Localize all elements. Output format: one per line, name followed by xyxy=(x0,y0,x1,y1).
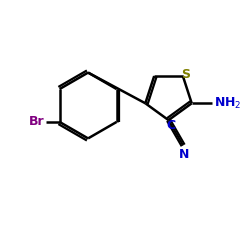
Text: N: N xyxy=(179,148,190,162)
Text: Br: Br xyxy=(29,116,45,128)
Text: NH$_2$: NH$_2$ xyxy=(214,96,241,111)
Text: C: C xyxy=(166,119,175,132)
Text: S: S xyxy=(181,68,190,81)
